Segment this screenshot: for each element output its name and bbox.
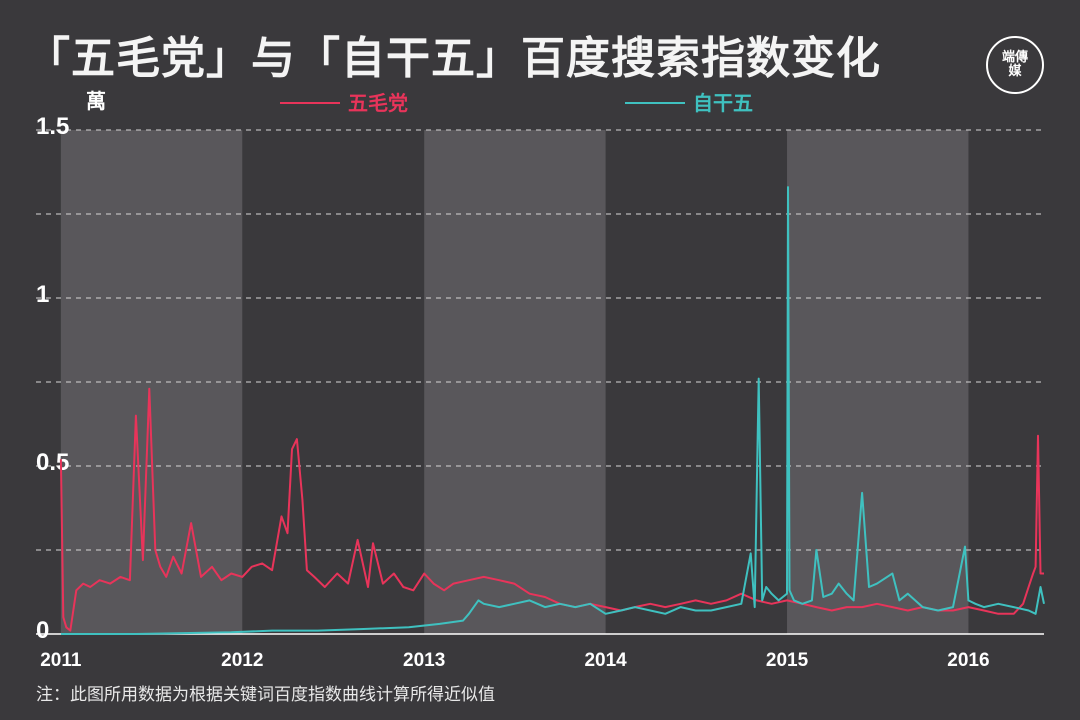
- legend-label: 自干五: [693, 91, 753, 115]
- logo-text: 端傳媒: [1001, 50, 1028, 79]
- year-band-1: [424, 130, 606, 634]
- y-tick-label: 0: [36, 617, 49, 644]
- page-title: 「五毛党」与「自干五」百度搜索指数变化: [26, 33, 881, 84]
- y-tick-label: 1: [36, 281, 49, 308]
- x-tick-label: 2012: [221, 650, 263, 671]
- y-unit-label: 萬: [86, 89, 106, 113]
- year-band-0: [60, 130, 243, 634]
- footnote: 注：此图所用数据为根据关键词百度指数曲线计算所得近似值: [36, 685, 495, 705]
- x-tick-label: 2011: [40, 650, 82, 671]
- x-tick-label: 2013: [403, 650, 445, 671]
- y-tick-label: 0.5: [36, 449, 69, 476]
- brand-logo: 端傳媒: [986, 36, 1044, 94]
- series-line-1: [60, 186, 1045, 635]
- x-tick-label: 2014: [584, 650, 627, 671]
- y-tick-label: 1.5: [36, 113, 69, 140]
- legend-label: 五毛党: [348, 91, 408, 115]
- series-line-0: [59, 387, 1044, 632]
- x-tick-label: 2015: [766, 650, 809, 671]
- x-tick-label: 2016: [947, 650, 989, 671]
